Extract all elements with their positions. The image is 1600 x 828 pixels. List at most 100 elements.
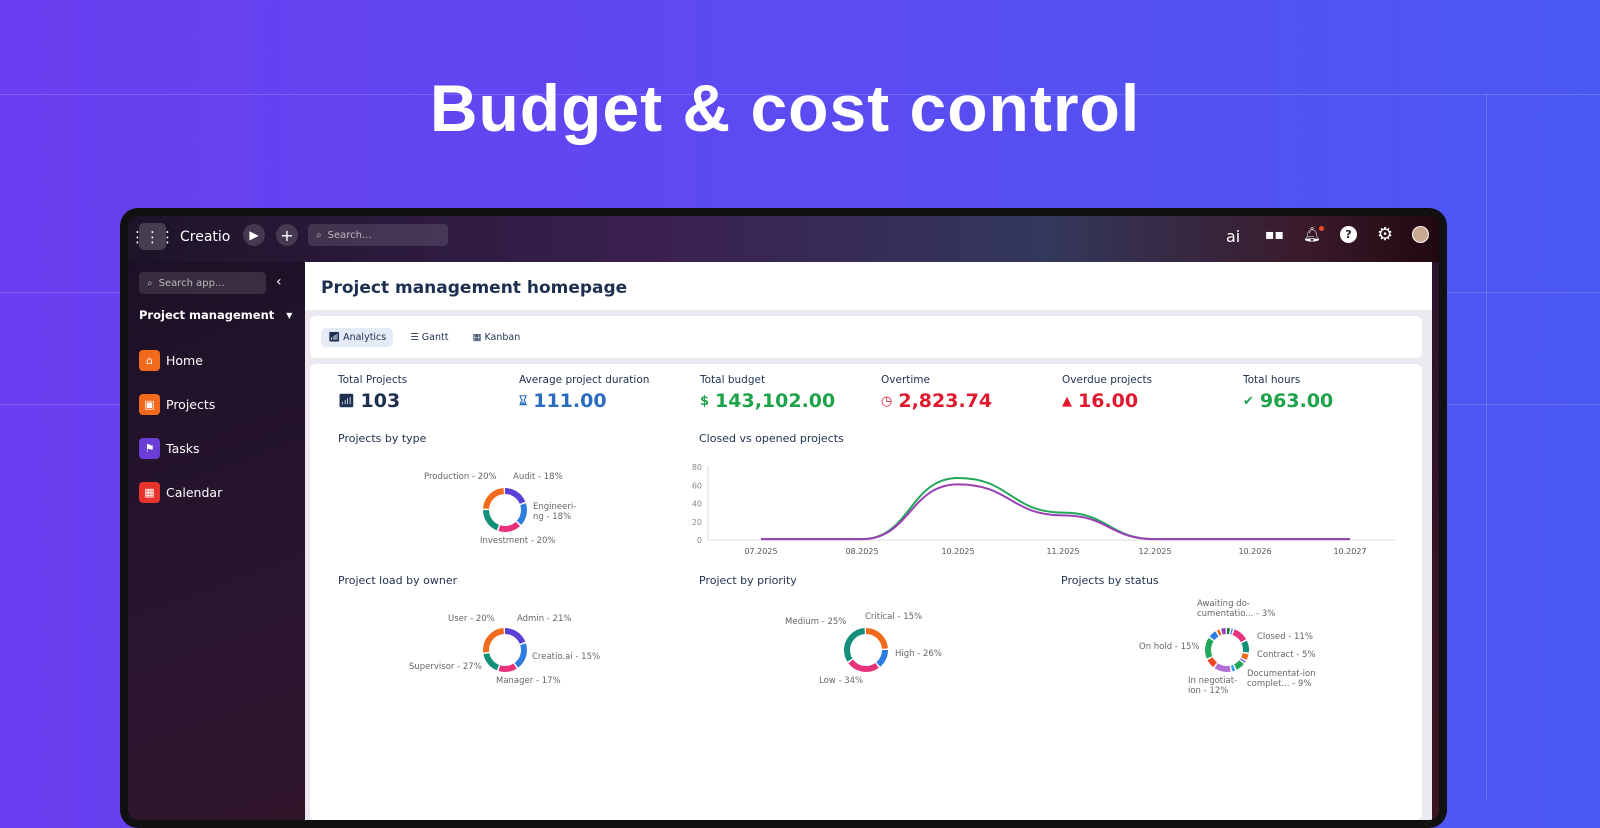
- y-tick-label: 60: [692, 481, 702, 490]
- donut-label: Engineeri-ng - 18%: [533, 502, 577, 522]
- ai-button[interactable]: ai: [1226, 227, 1241, 246]
- donut-label: Contract - 5%: [1257, 650, 1316, 660]
- donut-label: Medium - 25%: [785, 617, 847, 627]
- help-icon[interactable]: ?: [1340, 226, 1357, 243]
- search-icon: ⌕: [147, 277, 153, 289]
- y-tick-label: 40: [692, 500, 702, 509]
- clock-icon: ◷: [881, 393, 893, 409]
- donut-label: Supervisor - 27%: [409, 662, 482, 672]
- line-series-opened[interactable]: [760, 476, 1350, 541]
- app-launcher-button[interactable]: ⋮⋮⋮: [130, 223, 175, 250]
- warning-icon: ▲: [1062, 393, 1072, 409]
- donut-slice[interactable]: [483, 488, 527, 532]
- chart-icon: 📶︎: [338, 393, 355, 409]
- y-tick-label: 20: [692, 518, 702, 527]
- tab-analytics[interactable]: 📶︎ Analytics: [321, 327, 394, 347]
- flag-icon: ⚑: [139, 438, 160, 459]
- kpi-value-row: ⌛︎ 111.00: [519, 390, 649, 412]
- sidebar-item-projects[interactable]: ▣ Projects: [139, 394, 215, 415]
- tab-gantt[interactable]: ☰ Gantt: [410, 331, 449, 343]
- x-tick-label: 08.2025: [845, 547, 878, 556]
- x-tick-label: 10.2025: [941, 547, 974, 556]
- kpi-card: Total hours ✔ 963.00: [1243, 374, 1333, 412]
- donut-slice[interactable]: [1205, 628, 1249, 672]
- y-tick-label: 80: [692, 463, 702, 472]
- donut-label: On hold - 15%: [1139, 642, 1200, 652]
- tab-kanban[interactable]: ▦ Kanban: [472, 331, 521, 343]
- donut-slice[interactable]: [844, 628, 888, 672]
- kpi-card: Total Projects 📶︎ 103: [338, 374, 407, 412]
- sidebar-item-home[interactable]: ⌂ Home: [139, 350, 203, 371]
- apps-icon[interactable]: ▪▪: [1265, 227, 1284, 243]
- donut-slice[interactable]: [483, 628, 527, 672]
- donut-label: Creatio.ai - 15%: [532, 652, 601, 662]
- logo: Creatio: [180, 229, 231, 245]
- donut-slice[interactable]: [483, 488, 527, 532]
- notifications-bell-icon[interactable]: 🔔︎: [1303, 226, 1324, 243]
- chart-title: Project load by owner: [338, 574, 458, 587]
- chart-title: Project by priority: [699, 574, 797, 587]
- kpi-value: 963.00: [1259, 390, 1334, 412]
- kpi-card: Total budget $143,102.00: [700, 374, 835, 412]
- kpi-value: 103: [360, 390, 401, 412]
- kpi-value: 2,823.74: [898, 390, 993, 412]
- user-avatar[interactable]: [1412, 226, 1429, 243]
- donut-slice[interactable]: [483, 628, 527, 672]
- donut-chart: [844, 628, 888, 672]
- sidebar-item-tasks[interactable]: ⚑ Tasks: [139, 438, 200, 459]
- donut-label: High - 26%: [895, 649, 942, 659]
- donut-slice[interactable]: [483, 628, 527, 672]
- line-series-closed[interactable]: [760, 483, 1350, 541]
- donut-slice[interactable]: [1205, 628, 1249, 672]
- sidebar-item-calendar[interactable]: ▦ Calendar: [139, 482, 222, 503]
- donut-slice[interactable]: [1205, 628, 1249, 672]
- x-tick-label: 10.2027: [1333, 547, 1366, 556]
- line-chart: 0 20 40 60 80 07.2025 08.2025 10.2025 11.2025 12.…: [692, 463, 1395, 556]
- kpi-value: 143,102.00: [715, 390, 836, 412]
- main-content: Project management homepage 📶︎ Analytics…: [305, 262, 1432, 820]
- hourglass-icon: ⌛︎: [519, 393, 528, 409]
- search-app-input[interactable]: ⌕ Search app...: [139, 272, 266, 294]
- donut-chart: [483, 628, 527, 672]
- donut-label: Audit - 18%: [513, 472, 563, 482]
- kpi-value-row: 📶︎ 103: [338, 390, 407, 412]
- chart-title: Closed vs opened projects: [699, 432, 844, 445]
- kpi-card: Overdue projects ▲ 16.00: [1062, 374, 1152, 412]
- donut-label: Manager - 17%: [496, 676, 561, 686]
- home-icon: ⌂: [139, 350, 160, 371]
- global-search-input[interactable]: ⌕ Search...: [308, 224, 448, 246]
- y-tick-label: 0: [697, 536, 702, 545]
- donut-chart: [483, 488, 527, 532]
- donut-slice[interactable]: [483, 488, 527, 532]
- kpi-label: Overdue projects: [1062, 374, 1153, 386]
- settings-gear-icon[interactable]: ⚙: [1377, 224, 1394, 245]
- kpi-value: 16.00: [1078, 390, 1139, 412]
- x-tick-label: 10.2026: [1238, 547, 1271, 556]
- kpi-label: Average project duration: [519, 374, 650, 386]
- caret-down-icon: ▼: [286, 311, 293, 320]
- kpi-value-row: $143,102.00: [700, 390, 835, 412]
- donut-slice[interactable]: [1205, 628, 1249, 672]
- add-button[interactable]: +: [276, 224, 298, 246]
- kpi-card: Average project duration ⌛︎ 111.00: [519, 374, 649, 412]
- donut-label: In negotiat-ion - 12%: [1188, 676, 1238, 696]
- notification-dot: [1318, 226, 1324, 231]
- chart-title: Projects by type: [338, 432, 427, 445]
- chart-title: Projects by status: [1061, 574, 1159, 587]
- workspace-selector[interactable]: Project management ▼: [139, 308, 293, 322]
- donut-slice[interactable]: [844, 628, 888, 672]
- donut-slice[interactable]: [483, 628, 527, 672]
- search-icon: ⌕: [316, 229, 322, 241]
- x-tick-label: 07.2025: [744, 547, 777, 556]
- donut-slice[interactable]: [844, 628, 888, 672]
- donut-label: Production - 20%: [424, 472, 497, 482]
- kpi-value-row: ✔ 963.00: [1243, 390, 1333, 412]
- laptop-frame: ⋮⋮⋮ Creatio ▶ + ⌕ Search... ai ▪▪ 🔔︎ ? ⚙ …: [120, 208, 1447, 828]
- run-button[interactable]: ▶: [243, 224, 265, 246]
- check-icon: ✔: [1243, 393, 1254, 409]
- collapse-sidebar-button[interactable]: ‹: [276, 274, 282, 290]
- donut-slice[interactable]: [483, 488, 527, 532]
- donut-chart: [1205, 628, 1249, 672]
- donut-label: Closed - 11%: [1257, 632, 1313, 642]
- x-tick-label: 11.2025: [1046, 547, 1079, 556]
